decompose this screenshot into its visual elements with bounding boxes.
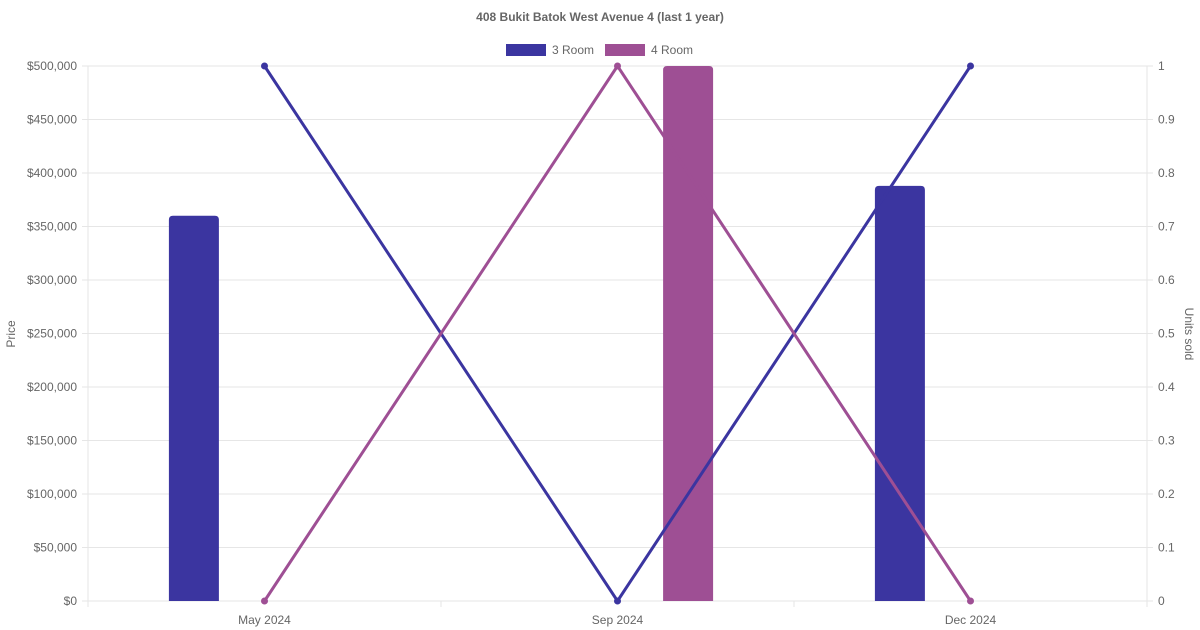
x-tick-label: May 2024	[238, 613, 291, 627]
bar-3-room	[168, 215, 219, 602]
y2-tick-label: 0.2	[1158, 487, 1175, 501]
legend-item-3-room[interactable]: 3 Room	[506, 43, 594, 57]
y-axis-title: Price	[4, 320, 18, 348]
point-4-room	[967, 597, 974, 605]
x-tick-label: Dec 2024	[945, 613, 997, 627]
y2-tick-label: 0.7	[1158, 220, 1175, 234]
line-series	[261, 62, 974, 605]
point-4-room	[261, 597, 268, 605]
y-axis-left: $0 $50,000 $100,000 $150,000 $200,000 $250,00…	[27, 59, 77, 608]
point-3-room	[261, 62, 268, 70]
y-tick-label: $150,000	[27, 434, 77, 448]
y2-tick-label: 0	[1158, 594, 1165, 608]
legend: 3 Room 4 Room	[506, 43, 693, 57]
y-axis-right: 0 0.1 0.2 0.3 0.4 0.5 0.6 0.7 0.8 0.9 1	[1158, 59, 1175, 608]
y2-tick-label: 0.9	[1158, 113, 1175, 127]
legend-label-3-room: 3 Room	[552, 43, 594, 57]
y-tick-label: $0	[64, 594, 78, 608]
y-tick-label: $250,000	[27, 327, 77, 341]
y2-tick-label: 1	[1158, 59, 1165, 73]
chart-title: 408 Bukit Batok West Avenue 4 (last 1 ye…	[476, 10, 724, 24]
y2-axis-title: Units sold	[1182, 308, 1196, 361]
gridlines	[82, 65, 1153, 607]
y-tick-label: $200,000	[27, 380, 77, 394]
y2-tick-label: 0.1	[1158, 541, 1175, 555]
y2-tick-label: 0.8	[1158, 166, 1175, 180]
y-tick-label: $500,000	[27, 59, 77, 73]
legend-swatch-4-room	[605, 44, 645, 56]
bar-3-room	[874, 185, 925, 601]
point-3-room	[614, 597, 621, 605]
y-tick-label: $450,000	[27, 113, 77, 127]
point-3-room	[967, 62, 974, 70]
y-tick-label: $100,000	[27, 487, 77, 501]
y2-tick-label: 0.4	[1158, 380, 1175, 394]
y2-tick-label: 0.3	[1158, 434, 1175, 448]
y-tick-label: $50,000	[34, 541, 78, 555]
y-tick-label: $350,000	[27, 220, 77, 234]
legend-item-4-room[interactable]: 4 Room	[605, 43, 693, 57]
point-4-room	[614, 62, 621, 70]
x-tick-label: Sep 2024	[592, 613, 644, 627]
x-axis: May 2024 Sep 2024 Dec 2024	[238, 613, 996, 627]
y2-tick-label: 0.5	[1158, 327, 1175, 341]
legend-label-4-room: 4 Room	[651, 43, 693, 57]
y2-tick-label: 0.6	[1158, 273, 1175, 287]
bar-4-room	[663, 66, 714, 601]
bar-series	[168, 66, 925, 602]
y-tick-label: $300,000	[27, 273, 77, 287]
legend-swatch-3-room	[506, 44, 546, 56]
y-tick-label: $400,000	[27, 166, 77, 180]
